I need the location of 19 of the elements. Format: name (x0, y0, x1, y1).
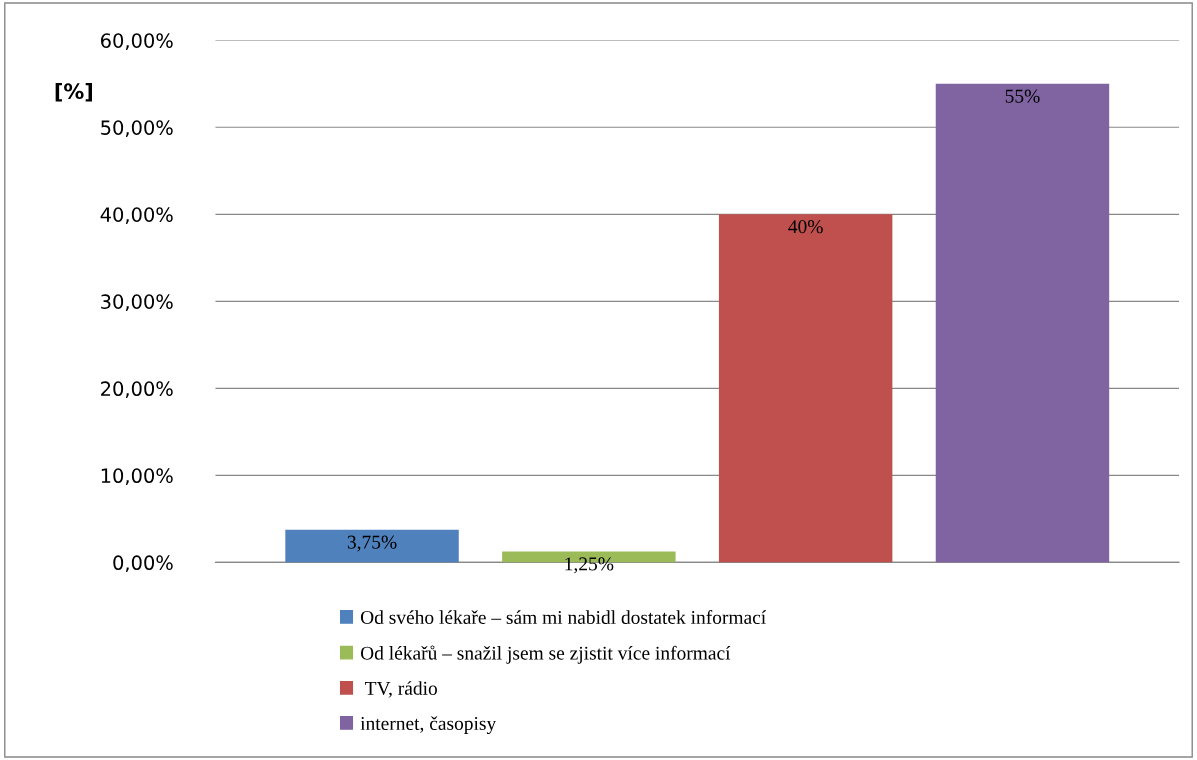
legend-label: Od lékařů – snažil jsem se zjistit více informací (360, 645, 731, 664)
data-label: 55% (1005, 89, 1040, 103)
legend-label: TV, rádio (365, 681, 437, 698)
y-axis-title: [%] (55, 82, 92, 102)
y-tick-label: 40,00% (100, 207, 173, 224)
y-tick-label: 60,00% (101, 33, 173, 50)
bar (935, 83, 1110, 563)
y-tick-label: 10,00% (101, 468, 173, 486)
data-label: 3,75% (347, 535, 397, 552)
legend-label: internet, časopisy (360, 716, 497, 735)
y-tick-label: 50,00% (101, 120, 173, 137)
data-label: 40% (788, 220, 823, 234)
y-tick-label: 30,00% (101, 294, 173, 311)
y-tick-label: 20,00% (101, 381, 173, 399)
legend-label: Od svého lékaře – sám mi nabidl dostatek informací (360, 610, 766, 624)
bar (285, 529, 459, 563)
data-label: 1,25% (565, 557, 614, 574)
bar (718, 214, 893, 563)
y-tick-label: 0,00% (113, 555, 173, 573)
